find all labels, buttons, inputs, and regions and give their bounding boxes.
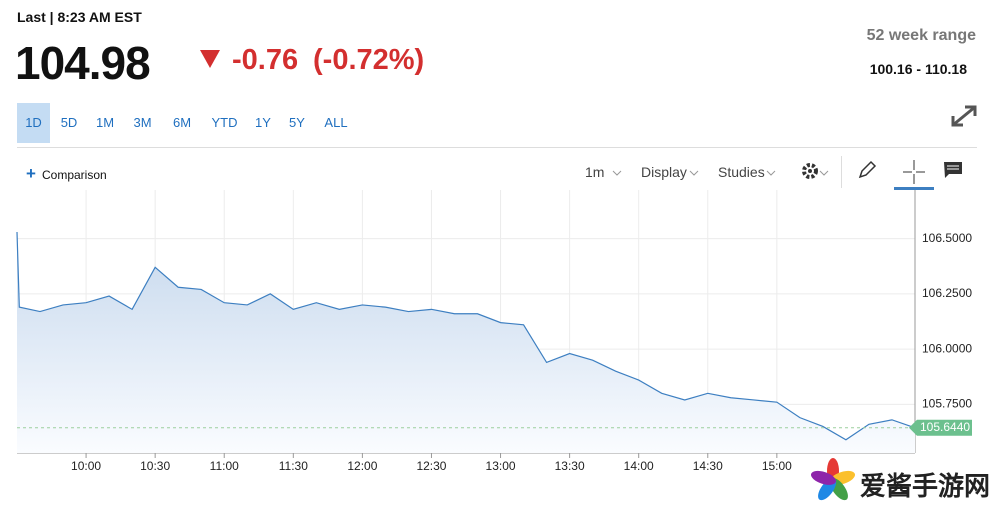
x-tick-label: 12:00 bbox=[347, 459, 377, 473]
menu-carets bbox=[612, 170, 829, 176]
x-tick-label: 13:30 bbox=[555, 459, 585, 473]
x-tick-label: 14:30 bbox=[693, 459, 723, 473]
x-tick-label: 11:30 bbox=[279, 459, 308, 473]
range-title: 52 week range bbox=[866, 27, 976, 44]
last-price-label: 105.6440 bbox=[920, 420, 970, 434]
x-tick-label: 12:30 bbox=[416, 459, 446, 473]
y-tick-label: 106.5000 bbox=[922, 231, 972, 245]
x-tick-label: 13:00 bbox=[486, 459, 516, 473]
range-button[interactable]: 5D bbox=[60, 115, 78, 130]
x-tick-label: 10:00 bbox=[71, 459, 101, 473]
range-button[interactable]: ALL bbox=[324, 115, 348, 130]
divider bbox=[17, 147, 977, 148]
draw-icon[interactable] bbox=[857, 160, 877, 180]
x-tick-label: 11:00 bbox=[210, 459, 239, 473]
x-tick-label: 15:00 bbox=[762, 459, 792, 473]
interval-menu[interactable]: 1m bbox=[585, 164, 605, 180]
range-button[interactable]: 5Y bbox=[289, 115, 305, 130]
x-tick-label: 10:30 bbox=[140, 459, 170, 473]
display-menu[interactable]: Display bbox=[641, 164, 687, 180]
studies-menu[interactable]: Studies bbox=[718, 164, 765, 180]
price-line bbox=[16, 231, 916, 441]
y-tick-label: 106.2500 bbox=[922, 286, 972, 300]
y-tick-label: 106.0000 bbox=[922, 341, 972, 355]
comparison-button[interactable]: Comparison bbox=[42, 168, 107, 182]
last-price-tag bbox=[909, 419, 972, 436]
change-pct: (-0.72%) bbox=[313, 44, 425, 76]
change: -0.76 bbox=[232, 44, 299, 76]
watermark: 爱酱手游网 bbox=[860, 471, 991, 501]
tool-divider bbox=[841, 156, 842, 188]
plus-icon: + bbox=[26, 164, 36, 183]
range-button[interactable]: 1D bbox=[17, 103, 50, 143]
expand-icon[interactable] bbox=[950, 104, 978, 128]
x-tick-label: 14:00 bbox=[624, 459, 654, 473]
area bbox=[17, 231, 915, 453]
range-button[interactable]: 1Y bbox=[255, 115, 271, 130]
last-time: Last | 8:23 AM EST bbox=[17, 9, 142, 25]
comment-icon[interactable] bbox=[943, 161, 963, 179]
range-button[interactable]: 3M bbox=[133, 115, 152, 130]
y-tick-label: 105.7500 bbox=[922, 397, 972, 411]
crosshair-icon[interactable] bbox=[894, 156, 934, 190]
settings-icon[interactable] bbox=[801, 162, 819, 180]
range-button[interactable]: YTD bbox=[211, 115, 238, 130]
range-button[interactable]: 1M bbox=[95, 115, 115, 130]
price: 104.98 bbox=[15, 37, 151, 89]
range-value: 100.16 - 110.18 bbox=[869, 61, 967, 77]
watermark-logo bbox=[810, 458, 856, 501]
range-button[interactable]: 6M bbox=[172, 115, 192, 130]
down-arrow bbox=[200, 50, 220, 68]
